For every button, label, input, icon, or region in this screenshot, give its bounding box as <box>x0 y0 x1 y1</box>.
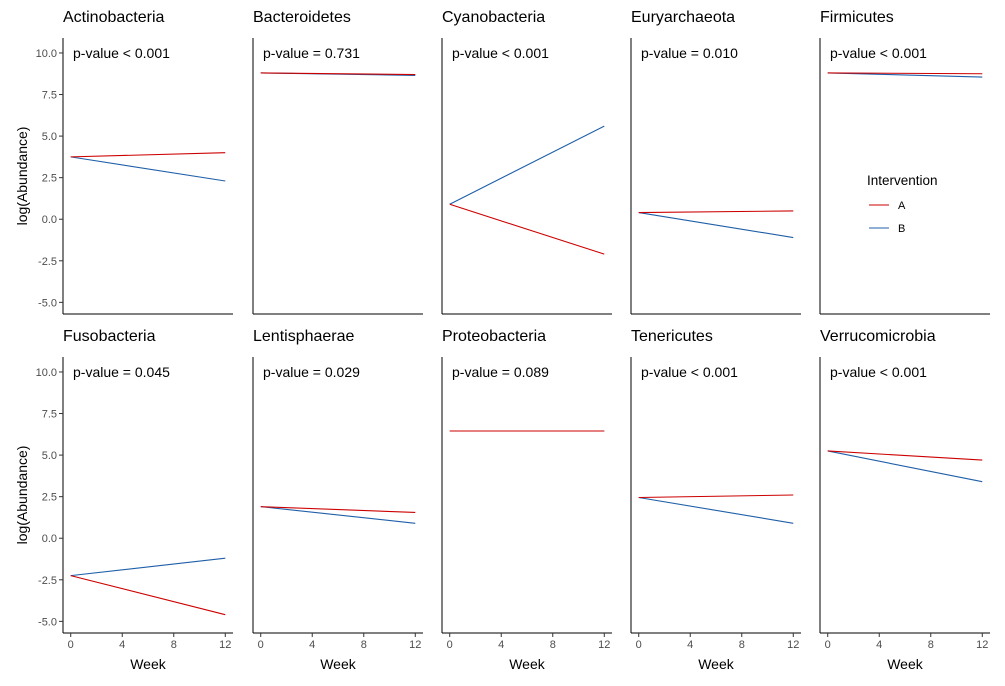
x-tick-label: 8 <box>171 639 177 651</box>
x-tick-label: 4 <box>687 639 693 651</box>
x-tick-label: 0 <box>68 639 74 651</box>
series-line-b <box>638 212 794 239</box>
y-tick-label: 7.5 <box>42 409 57 421</box>
x-axis-title: Week <box>320 656 357 672</box>
series-line-b <box>70 557 226 577</box>
series-line-b <box>449 125 605 205</box>
x-tick-label: 12 <box>219 639 231 651</box>
pvalue-annotation: p-value < 0.001 <box>452 45 549 61</box>
x-tick-label: 8 <box>550 639 556 651</box>
series-line-a <box>827 72 983 75</box>
facet-panel: Firmicutes p-value < 0.001 <box>819 9 990 315</box>
y-axis-title: log(Abundance) <box>14 446 30 545</box>
pvalue-annotation: p-value < 0.001 <box>73 45 170 61</box>
series-line-a <box>827 450 983 461</box>
x-axis-title: Week <box>130 656 167 672</box>
x-tick-label: 12 <box>976 639 988 651</box>
facet-title: Verrucomicrobia <box>820 328 936 345</box>
facet-panel: Tenericutes 0 4 8 12 p-value < 0.001 <box>630 328 801 651</box>
pvalue-annotation: p-value = 0.731 <box>263 45 360 61</box>
x-tick-label: 4 <box>498 639 504 651</box>
x-tick-label: 12 <box>409 639 421 651</box>
y-tick-label: 5.0 <box>42 450 57 462</box>
series-line-a <box>449 203 605 255</box>
x-tick-label: 8 <box>928 639 934 651</box>
legend: Intervention AB <box>867 173 938 235</box>
facet-panels: Actinobacteria -5.0 -2.5 0.0 2.5 5.0 7.5 10.0 p-… <box>36 9 990 651</box>
y-tick-label: 5.0 <box>42 131 57 143</box>
y-tick-label: -2.5 <box>38 256 57 268</box>
x-tick-label: 0 <box>447 639 453 651</box>
series-line-a <box>70 575 226 616</box>
x-axis-title: Week <box>698 656 735 672</box>
facet-title: Cyanobacteria <box>442 9 545 26</box>
x-tick-label: 4 <box>119 639 125 651</box>
facet-title: Firmicutes <box>820 9 894 26</box>
y-tick-label: 0.0 <box>42 214 57 226</box>
facet-title: Euryarchaeota <box>631 9 735 26</box>
facet-panel: Bacteroidetes p-value = 0.731 <box>252 9 423 315</box>
series-line-a <box>260 506 416 514</box>
x-tick-label: 12 <box>598 639 610 651</box>
legend-title: Intervention <box>867 173 938 188</box>
x-tick-label: 8 <box>361 639 367 651</box>
pvalue-annotation: p-value < 0.001 <box>641 364 738 380</box>
pvalue-annotation: p-value = 0.010 <box>641 45 738 61</box>
x-tick-label: 8 <box>739 639 745 651</box>
series-line-a <box>260 72 416 76</box>
facet-title: Tenericutes <box>631 328 713 345</box>
y-tick-label: 10.0 <box>36 367 57 379</box>
series-line-a <box>70 152 226 158</box>
series-line-b <box>638 496 794 524</box>
pvalue-annotation: p-value < 0.001 <box>830 364 927 380</box>
facet-title: Proteobacteria <box>442 328 546 345</box>
facet-title: Lentisphaerae <box>253 328 355 345</box>
facet-panel: Verrucomicrobia 0 4 8 12 p-value < 0.001 <box>819 328 990 651</box>
facet-title: Fusobacteria <box>63 328 156 345</box>
x-axis-title: Week <box>509 656 546 672</box>
facet-panel: Euryarchaeota p-value = 0.010 <box>630 9 801 315</box>
facet-title: Bacteroidetes <box>253 9 351 26</box>
x-tick-label: 4 <box>309 639 315 651</box>
y-tick-label: -5.0 <box>38 297 57 309</box>
series-line-b <box>827 450 983 483</box>
pvalue-annotation: p-value < 0.001 <box>830 45 927 61</box>
facet-panel: Cyanobacteria p-value < 0.001 <box>441 9 612 315</box>
series-line-b <box>260 506 416 524</box>
series-line-b <box>70 156 226 182</box>
x-tick-label: 12 <box>787 639 799 651</box>
facet-panel: Lentisphaerae 0 4 8 12 p-value = 0.029 <box>252 328 423 651</box>
x-tick-label: 0 <box>636 639 642 651</box>
pvalue-annotation: p-value = 0.045 <box>73 364 170 380</box>
x-tick-label: 4 <box>876 639 882 651</box>
facet-panel: Fusobacteria -5.0 -2.5 0.0 2.5 5.0 7.5 10.0 0 4 8 1… <box>36 328 233 651</box>
y-tick-label: -5.0 <box>38 616 57 628</box>
facet-panel: Proteobacteria 0 4 8 12 p-value = 0.089 <box>441 328 612 651</box>
x-axis-title: Week <box>887 656 924 672</box>
series-line-a <box>638 210 794 214</box>
x-tick-label: 0 <box>825 639 831 651</box>
axis-titles: log(Abundance) log(Abundance) Week Week Week… <box>14 127 924 672</box>
legend-label: B <box>898 223 905 235</box>
y-tick-label: 2.5 <box>42 173 57 185</box>
y-tick-label: 7.5 <box>42 90 57 102</box>
pvalue-annotation: p-value = 0.029 <box>263 364 360 380</box>
y-tick-label: -2.5 <box>38 575 57 587</box>
y-tick-label: 0.0 <box>42 533 57 545</box>
y-tick-label: 10.0 <box>36 48 57 60</box>
y-axis-title: log(Abundance) <box>14 127 30 226</box>
pvalue-annotation: p-value = 0.089 <box>452 364 549 380</box>
facet-title: Actinobacteria <box>63 9 164 26</box>
facet-panel: Actinobacteria -5.0 -2.5 0.0 2.5 5.0 7.5 10.0 p-… <box>36 9 233 315</box>
series-line-b <box>827 72 983 78</box>
y-tick-label: 2.5 <box>42 492 57 504</box>
legend-label: A <box>898 200 906 212</box>
x-tick-label: 0 <box>258 639 264 651</box>
series-line-a <box>638 494 794 499</box>
